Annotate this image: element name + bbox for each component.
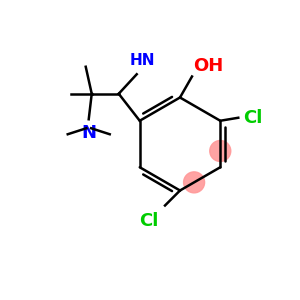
Circle shape [210,140,231,161]
Text: OH: OH [194,57,224,75]
Text: Cl: Cl [140,212,159,230]
Text: HN: HN [130,53,155,68]
Text: N: N [81,124,96,142]
Text: Cl: Cl [243,109,262,127]
Circle shape [184,172,205,193]
